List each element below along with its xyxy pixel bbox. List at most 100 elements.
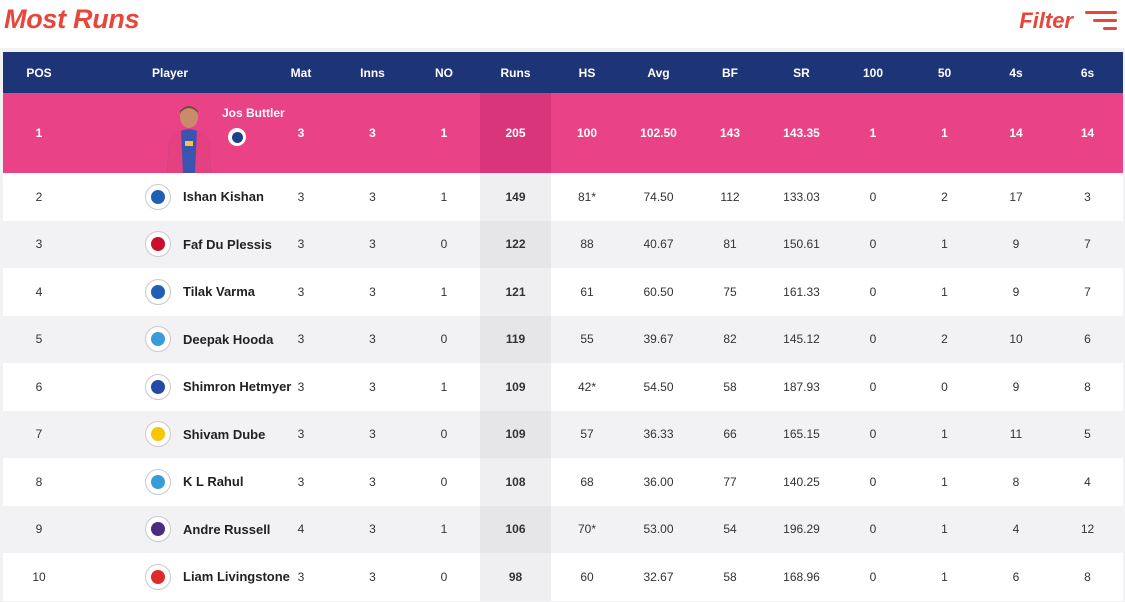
bf-cell: 58 bbox=[723, 379, 737, 394]
avg-cell: 40.67 bbox=[643, 237, 674, 252]
inns-cell: 3 bbox=[369, 522, 376, 537]
hundreds-cell: 0 bbox=[869, 379, 877, 394]
table-row[interactable]: 7 Shivam Dube 3 3 0 109 57 36.33 66 165.15 0 1 11 5 bbox=[3, 410, 1123, 459]
player-name[interactable]: Liam Livingstone bbox=[183, 569, 290, 585]
col-100[interactable]: 100 bbox=[862, 65, 884, 80]
player-cell[interactable]: Liam Livingstone bbox=[75, 553, 290, 601]
mat-cell: 3 bbox=[297, 126, 305, 140]
sr-cell: 168.96 bbox=[783, 569, 820, 584]
table-row[interactable]: 10 Liam Livingstone 3 3 0 98 60 32.67 58 168.96 0 1… bbox=[3, 553, 1123, 601]
table-row[interactable]: 2 Ishan Kishan 3 3 1 149 81* 74.50 112 133.03 0 2 17… bbox=[3, 173, 1123, 221]
player-name[interactable]: Tilak Varma bbox=[183, 284, 256, 300]
bf-cell: 54 bbox=[723, 522, 737, 537]
bf-cell: 77 bbox=[723, 474, 737, 489]
sixes-cell: 8 bbox=[1084, 379, 1091, 394]
col-inns[interactable]: Inns bbox=[360, 65, 385, 80]
sr-cell: 187.93 bbox=[783, 379, 820, 394]
filter-label: Filter bbox=[1019, 8, 1073, 33]
no-cell: 1 bbox=[440, 126, 448, 140]
player-cell[interactable]: Deepak Hooda bbox=[75, 316, 273, 364]
col-runs[interactable]: Runs bbox=[500, 65, 531, 80]
sixes-cell: 4 bbox=[1084, 474, 1091, 489]
filter-icon bbox=[1085, 9, 1117, 33]
table-row[interactable]: 9 Andre Russell 4 3 1 106 70* 53.00 54 196.29 0 1 4 1… bbox=[3, 505, 1123, 554]
runs-cell: 119 bbox=[480, 315, 551, 363]
mat-cell: 3 bbox=[297, 189, 305, 204]
col-6s[interactable]: 6s bbox=[1080, 65, 1095, 80]
player-name[interactable]: Shivam Dube bbox=[183, 426, 266, 442]
player-headshot-icon bbox=[167, 106, 211, 173]
col-mat[interactable]: Mat bbox=[290, 65, 312, 80]
hs-cell: 68 bbox=[580, 474, 594, 489]
player-cell[interactable]: K L Rahul bbox=[75, 458, 265, 506]
hs-cell: 57 bbox=[580, 427, 594, 442]
col-no[interactable]: NO bbox=[435, 65, 453, 80]
inns-cell: 3 bbox=[369, 284, 376, 299]
sr-cell: 133.03 bbox=[783, 189, 820, 204]
avg-cell: 54.50 bbox=[643, 379, 674, 394]
player-cell[interactable]: Andre Russell bbox=[75, 506, 270, 554]
col-pos[interactable]: POS bbox=[26, 65, 52, 80]
team-logo-icon bbox=[228, 128, 246, 146]
hundreds-cell: 0 bbox=[869, 474, 877, 489]
table-header: POS Player Mat Inns NO Runs HS Avg BF SR… bbox=[3, 52, 1123, 93]
mat-cell: 3 bbox=[297, 427, 305, 442]
player-cell[interactable]: Faf Du Plessis bbox=[75, 221, 272, 269]
no-cell: 0 bbox=[440, 332, 448, 347]
player-name[interactable]: Jos Buttler bbox=[222, 106, 285, 120]
hundreds-cell: 0 bbox=[869, 237, 877, 252]
table-row[interactable]: 5 Deepak Hooda 3 3 0 119 55 39.67 82 145.12 0 2 10 6 bbox=[3, 315, 1123, 364]
player-name[interactable]: Faf Du Plessis bbox=[183, 236, 272, 252]
table-row[interactable]: 3 Faf Du Plessis 3 3 0 122 88 40.67 81 150.61 0 1 9 7 bbox=[3, 220, 1123, 269]
fifties-cell: 1 bbox=[941, 126, 948, 140]
fifties-cell: 1 bbox=[941, 522, 948, 537]
col-avg[interactable]: Avg bbox=[647, 65, 670, 80]
col-player[interactable]: Player bbox=[151, 65, 189, 80]
player-name[interactable]: Andre Russell bbox=[183, 521, 271, 537]
hundreds-cell: 0 bbox=[869, 332, 877, 347]
mat-cell: 4 bbox=[297, 522, 305, 537]
bf-cell: 75 bbox=[723, 284, 737, 299]
team-logo-icon bbox=[145, 563, 171, 590]
inns-cell: 3 bbox=[369, 379, 376, 394]
hs-cell: 100 bbox=[576, 126, 598, 140]
mat-cell: 3 bbox=[297, 474, 305, 489]
filter-button[interactable]: Filter bbox=[1019, 8, 1117, 34]
col-sr[interactable]: SR bbox=[793, 65, 810, 80]
col-hs[interactable]: HS bbox=[578, 65, 596, 80]
col-4s[interactable]: 4s bbox=[1009, 65, 1023, 80]
top-bar: Most Runs Filter bbox=[0, 0, 1125, 48]
col-50[interactable]: 50 bbox=[937, 65, 952, 80]
pos-cell: 8 bbox=[35, 474, 43, 489]
player-name[interactable]: Deepak Hooda bbox=[183, 331, 274, 347]
hundreds-cell: 0 bbox=[869, 522, 877, 537]
table-row-leader[interactable]: 1 Jos Buttler 3 3 1 205 bbox=[3, 93, 1123, 173]
player-cell[interactable]: Ishan Kishan bbox=[75, 173, 265, 221]
hundreds-cell: 1 bbox=[869, 126, 877, 140]
team-logo-icon bbox=[145, 516, 171, 543]
player-name[interactable]: Ishan Kishan bbox=[183, 189, 264, 205]
avg-cell: 53.00 bbox=[643, 522, 674, 537]
player-name[interactable]: Shimron Hetmyer bbox=[183, 379, 292, 395]
table-row[interactable]: 8 K L Rahul 3 3 0 108 68 36.00 77 140.25 0 1 8 4 bbox=[3, 458, 1123, 506]
table-row[interactable]: 4 Tilak Varma 3 3 1 121 61 60.50 75 161.33 0 1 9 7 bbox=[3, 268, 1123, 316]
sixes-cell: 14 bbox=[1080, 126, 1095, 140]
hs-cell: 61 bbox=[580, 284, 594, 299]
player-name[interactable]: K L Rahul bbox=[183, 474, 244, 490]
bf-cell: 81 bbox=[723, 237, 737, 252]
player-cell[interactable]: Shivam Dube bbox=[75, 411, 265, 459]
sr-cell: 150.61 bbox=[783, 237, 820, 252]
pos-cell: 7 bbox=[35, 427, 43, 442]
player-cell[interactable]: Jos Buttler bbox=[75, 93, 285, 173]
pos-cell: 10 bbox=[32, 569, 46, 584]
pos-cell: 4 bbox=[35, 284, 43, 299]
mat-cell: 3 bbox=[297, 332, 305, 347]
player-cell[interactable]: Tilak Varma bbox=[75, 268, 265, 316]
col-bf[interactable]: BF bbox=[722, 65, 738, 80]
bf-cell: 58 bbox=[723, 569, 737, 584]
player-cell[interactable]: Shimron Hetmyer bbox=[75, 363, 291, 411]
table-row[interactable]: 6 Shimron Hetmyer 3 3 1 109 42* 54.50 58 187.93 0 0… bbox=[3, 363, 1123, 411]
no-cell: 0 bbox=[440, 427, 448, 442]
avg-cell: 102.50 bbox=[640, 126, 677, 140]
hundreds-cell: 0 bbox=[869, 189, 877, 204]
